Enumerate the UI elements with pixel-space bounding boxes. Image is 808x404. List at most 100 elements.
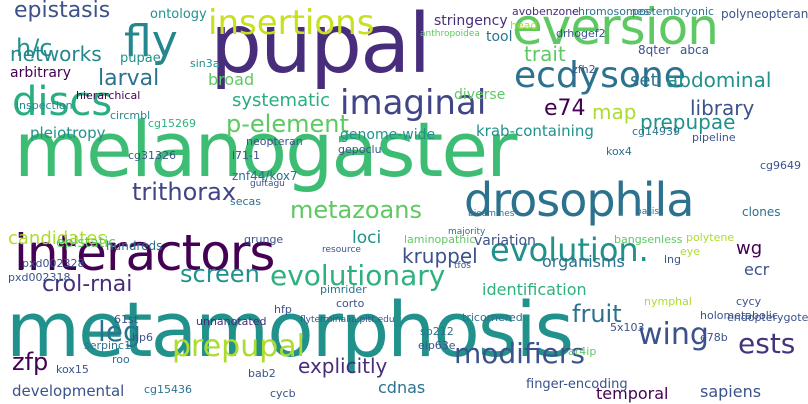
word: 61st — [114, 313, 139, 326]
word: hp6 — [132, 331, 153, 344]
word: zfh2 — [572, 63, 596, 76]
word: networks — [10, 42, 102, 66]
word: pupae — [120, 51, 161, 66]
word: zfp — [12, 348, 49, 376]
word: ecr — [744, 260, 770, 279]
word: majority — [448, 227, 486, 237]
word: gepoclu — [338, 143, 382, 156]
word: eye — [680, 245, 701, 258]
word: fly — [124, 16, 178, 67]
word: kox4 — [606, 145, 632, 158]
word: ests — [738, 327, 796, 360]
word: cg31326 — [128, 149, 177, 162]
word: drhogef2 — [556, 27, 606, 40]
word: tfos — [454, 261, 471, 271]
word: unnanotated — [196, 315, 267, 328]
word: metazoans — [290, 196, 422, 224]
word: corto — [336, 297, 365, 310]
word: eip63e — [418, 339, 456, 352]
word: prepupae — [640, 110, 736, 134]
word: nymphal — [644, 295, 692, 308]
word: leg — [98, 315, 141, 348]
word: developmental — [12, 382, 125, 400]
word: holometabolic — [700, 309, 778, 322]
word: cg15269 — [148, 117, 197, 130]
word: imaginal — [340, 83, 487, 123]
word: temporal — [596, 384, 669, 403]
word: abca — [680, 43, 709, 57]
word: broad — [208, 70, 255, 89]
word: evolution. — [490, 231, 649, 269]
word: anthropoidea — [420, 29, 480, 39]
word: pxd002328 — [22, 257, 85, 270]
word: postembryonic — [632, 5, 715, 18]
word: kruppel — [402, 244, 478, 268]
word: h/c — [16, 34, 53, 62]
word: sp212 — [420, 325, 454, 338]
word: metamorphosis — [6, 285, 574, 374]
word: discs — [12, 79, 113, 125]
word: ar4ip — [568, 345, 597, 358]
word: cg14939 — [632, 125, 681, 138]
word: trithorax — [132, 178, 237, 206]
word: clones — [742, 205, 781, 219]
word: epistatic — [56, 235, 116, 251]
word: serpinc1 — [84, 339, 132, 352]
word: circmbl — [110, 109, 151, 122]
word: inspection — [16, 99, 73, 112]
word: organisms — [542, 252, 625, 271]
word: 5x103 — [610, 321, 645, 334]
word: p-element — [226, 110, 349, 138]
word: cdnas — [378, 378, 426, 397]
word: eversion — [512, 0, 719, 56]
word: fruit — [572, 300, 622, 328]
word: laminopathic — [404, 233, 476, 246]
word: map — [592, 100, 637, 124]
word: pxd002318 — [8, 271, 71, 284]
word: secas — [230, 195, 262, 208]
word: stringency — [434, 13, 508, 29]
word: polytene — [686, 231, 735, 244]
word: basis — [636, 207, 660, 217]
word: ontology — [150, 7, 207, 22]
word: hfp — [274, 303, 292, 316]
word: hierarchical — [76, 89, 141, 102]
word: neopteran — [246, 135, 303, 148]
word: cg15436 — [144, 383, 193, 396]
word: guftagu — [250, 179, 285, 189]
word: identification — [482, 280, 587, 299]
word: ecdysone — [514, 55, 686, 96]
word: larval — [98, 66, 160, 91]
word: grunge — [244, 233, 284, 246]
word: trait — [524, 42, 566, 66]
word: polyneopteran — [721, 7, 808, 21]
word: explicitly — [298, 354, 388, 378]
word: melanogaster — [14, 105, 517, 194]
word: 8qter — [638, 43, 671, 57]
word: pimrider — [320, 283, 367, 296]
word: variation — [474, 233, 536, 249]
word: abdominal — [666, 68, 772, 92]
word: loci — [352, 228, 382, 248]
word: head — [510, 19, 538, 32]
word: diverse — [454, 87, 506, 103]
word: znf44/kox7 — [232, 169, 298, 183]
word: chromosomes — [572, 5, 650, 18]
word: krab-containing — [476, 122, 594, 140]
word: roo — [112, 353, 130, 366]
word: kox15 — [56, 363, 89, 376]
word: candidates — [8, 228, 107, 249]
word: pupal — [210, 0, 431, 92]
word: prepupal — [172, 329, 305, 364]
word: evolutionary — [270, 259, 446, 292]
word: arbitrary — [10, 65, 71, 81]
word: sapiens — [700, 382, 762, 401]
word: sin3a — [190, 57, 220, 70]
word: crol-rnai — [42, 272, 133, 297]
word: cg9649 — [760, 159, 802, 172]
word: insertions — [208, 3, 375, 43]
word: tricornered — [462, 311, 523, 324]
word: finger-encoding — [526, 377, 628, 392]
word: screen — [180, 260, 260, 288]
